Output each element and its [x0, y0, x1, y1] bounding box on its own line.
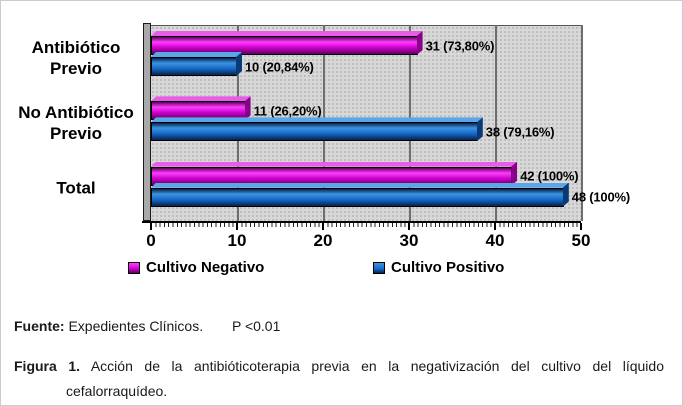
data-label: 38 (79,16%): [485, 124, 555, 140]
x-axis-tick: [494, 223, 496, 230]
axis-wall-3d: [143, 23, 151, 221]
legend-label: Cultivo Negativo: [146, 259, 265, 276]
legend-swatch: [373, 261, 385, 274]
x-axis-tick: [408, 223, 410, 230]
legend-swatch: [128, 261, 140, 274]
x-axis-tick: [580, 223, 582, 230]
source-text: Expedientes Clínicos.: [68, 318, 204, 334]
bar-end-cap: [511, 162, 517, 186]
bar-end-cap: [563, 183, 569, 207]
bar-end-cap: [477, 117, 483, 141]
bar-positivo: [151, 122, 478, 142]
data-label: 11 (26,20%): [253, 103, 322, 119]
x-axis-tick-label: 50: [571, 231, 591, 250]
figure-title-line: Figura 1. Acción de la antibióticoterapi…: [14, 354, 664, 404]
bar-top-face: [151, 162, 517, 167]
bar-positivo: [151, 187, 564, 207]
data-label: 48 (100%): [571, 189, 630, 205]
source-line: Fuente: Expedientes Clínicos. P <0.01: [14, 318, 664, 335]
x-axis-tick-label: 30: [399, 231, 419, 250]
x-axis-tick-label: 40: [485, 231, 505, 250]
category-label: Total: [56, 178, 96, 198]
x-axis-line: [142, 221, 581, 223]
legend-label: Cultivo Positivo: [391, 259, 505, 276]
x-axis-tick: [322, 223, 324, 230]
bar-end-cap: [417, 31, 423, 55]
bar-end-cap: [236, 52, 242, 76]
x-axis-tick: [236, 223, 238, 230]
x-axis-tick: [150, 223, 152, 230]
p-value: P <0.01: [231, 318, 281, 334]
legend-item: Cultivo Negativo: [128, 259, 264, 276]
x-axis-tick-label: 0: [146, 231, 156, 250]
bar-chart: 31 (73,80%) 11 (26,20%) 42 (100%) 10 (20,84…: [1, 1, 682, 301]
data-label: 31 (73,80%): [425, 38, 495, 53]
category-label: Antibiótico Previo: [31, 37, 121, 78]
data-label: 42 (100%): [520, 168, 579, 184]
data-label: 10 (20,84%): [245, 59, 314, 74]
x-axis-tick-label: 10: [227, 231, 247, 250]
gridline: [495, 25, 497, 221]
bar-top-face: [151, 117, 483, 122]
bar-end-cap: [245, 96, 251, 120]
bar-positivo: [151, 57, 237, 76]
bar-top-face: [151, 31, 423, 36]
figure-caption-block: Fuente: Expedientes Clínicos. P <0.01 Fi…: [14, 318, 664, 404]
bar-top-face: [151, 52, 242, 57]
figure-description: Acción de la antibióticoterapia previa e…: [66, 358, 664, 399]
category-label: No Antibiótico Previo: [18, 102, 134, 143]
gridline: [581, 25, 583, 221]
bar-top-face: [151, 183, 569, 188]
figure-number: Figura 1.: [14, 358, 81, 374]
bar-top-face: [151, 96, 251, 101]
source-label: Fuente:: [14, 318, 65, 334]
x-axis-tick-label: 20: [313, 231, 333, 250]
legend-item: Cultivo Positivo: [373, 259, 504, 276]
x-axis-minor-ticks: [151, 223, 581, 227]
